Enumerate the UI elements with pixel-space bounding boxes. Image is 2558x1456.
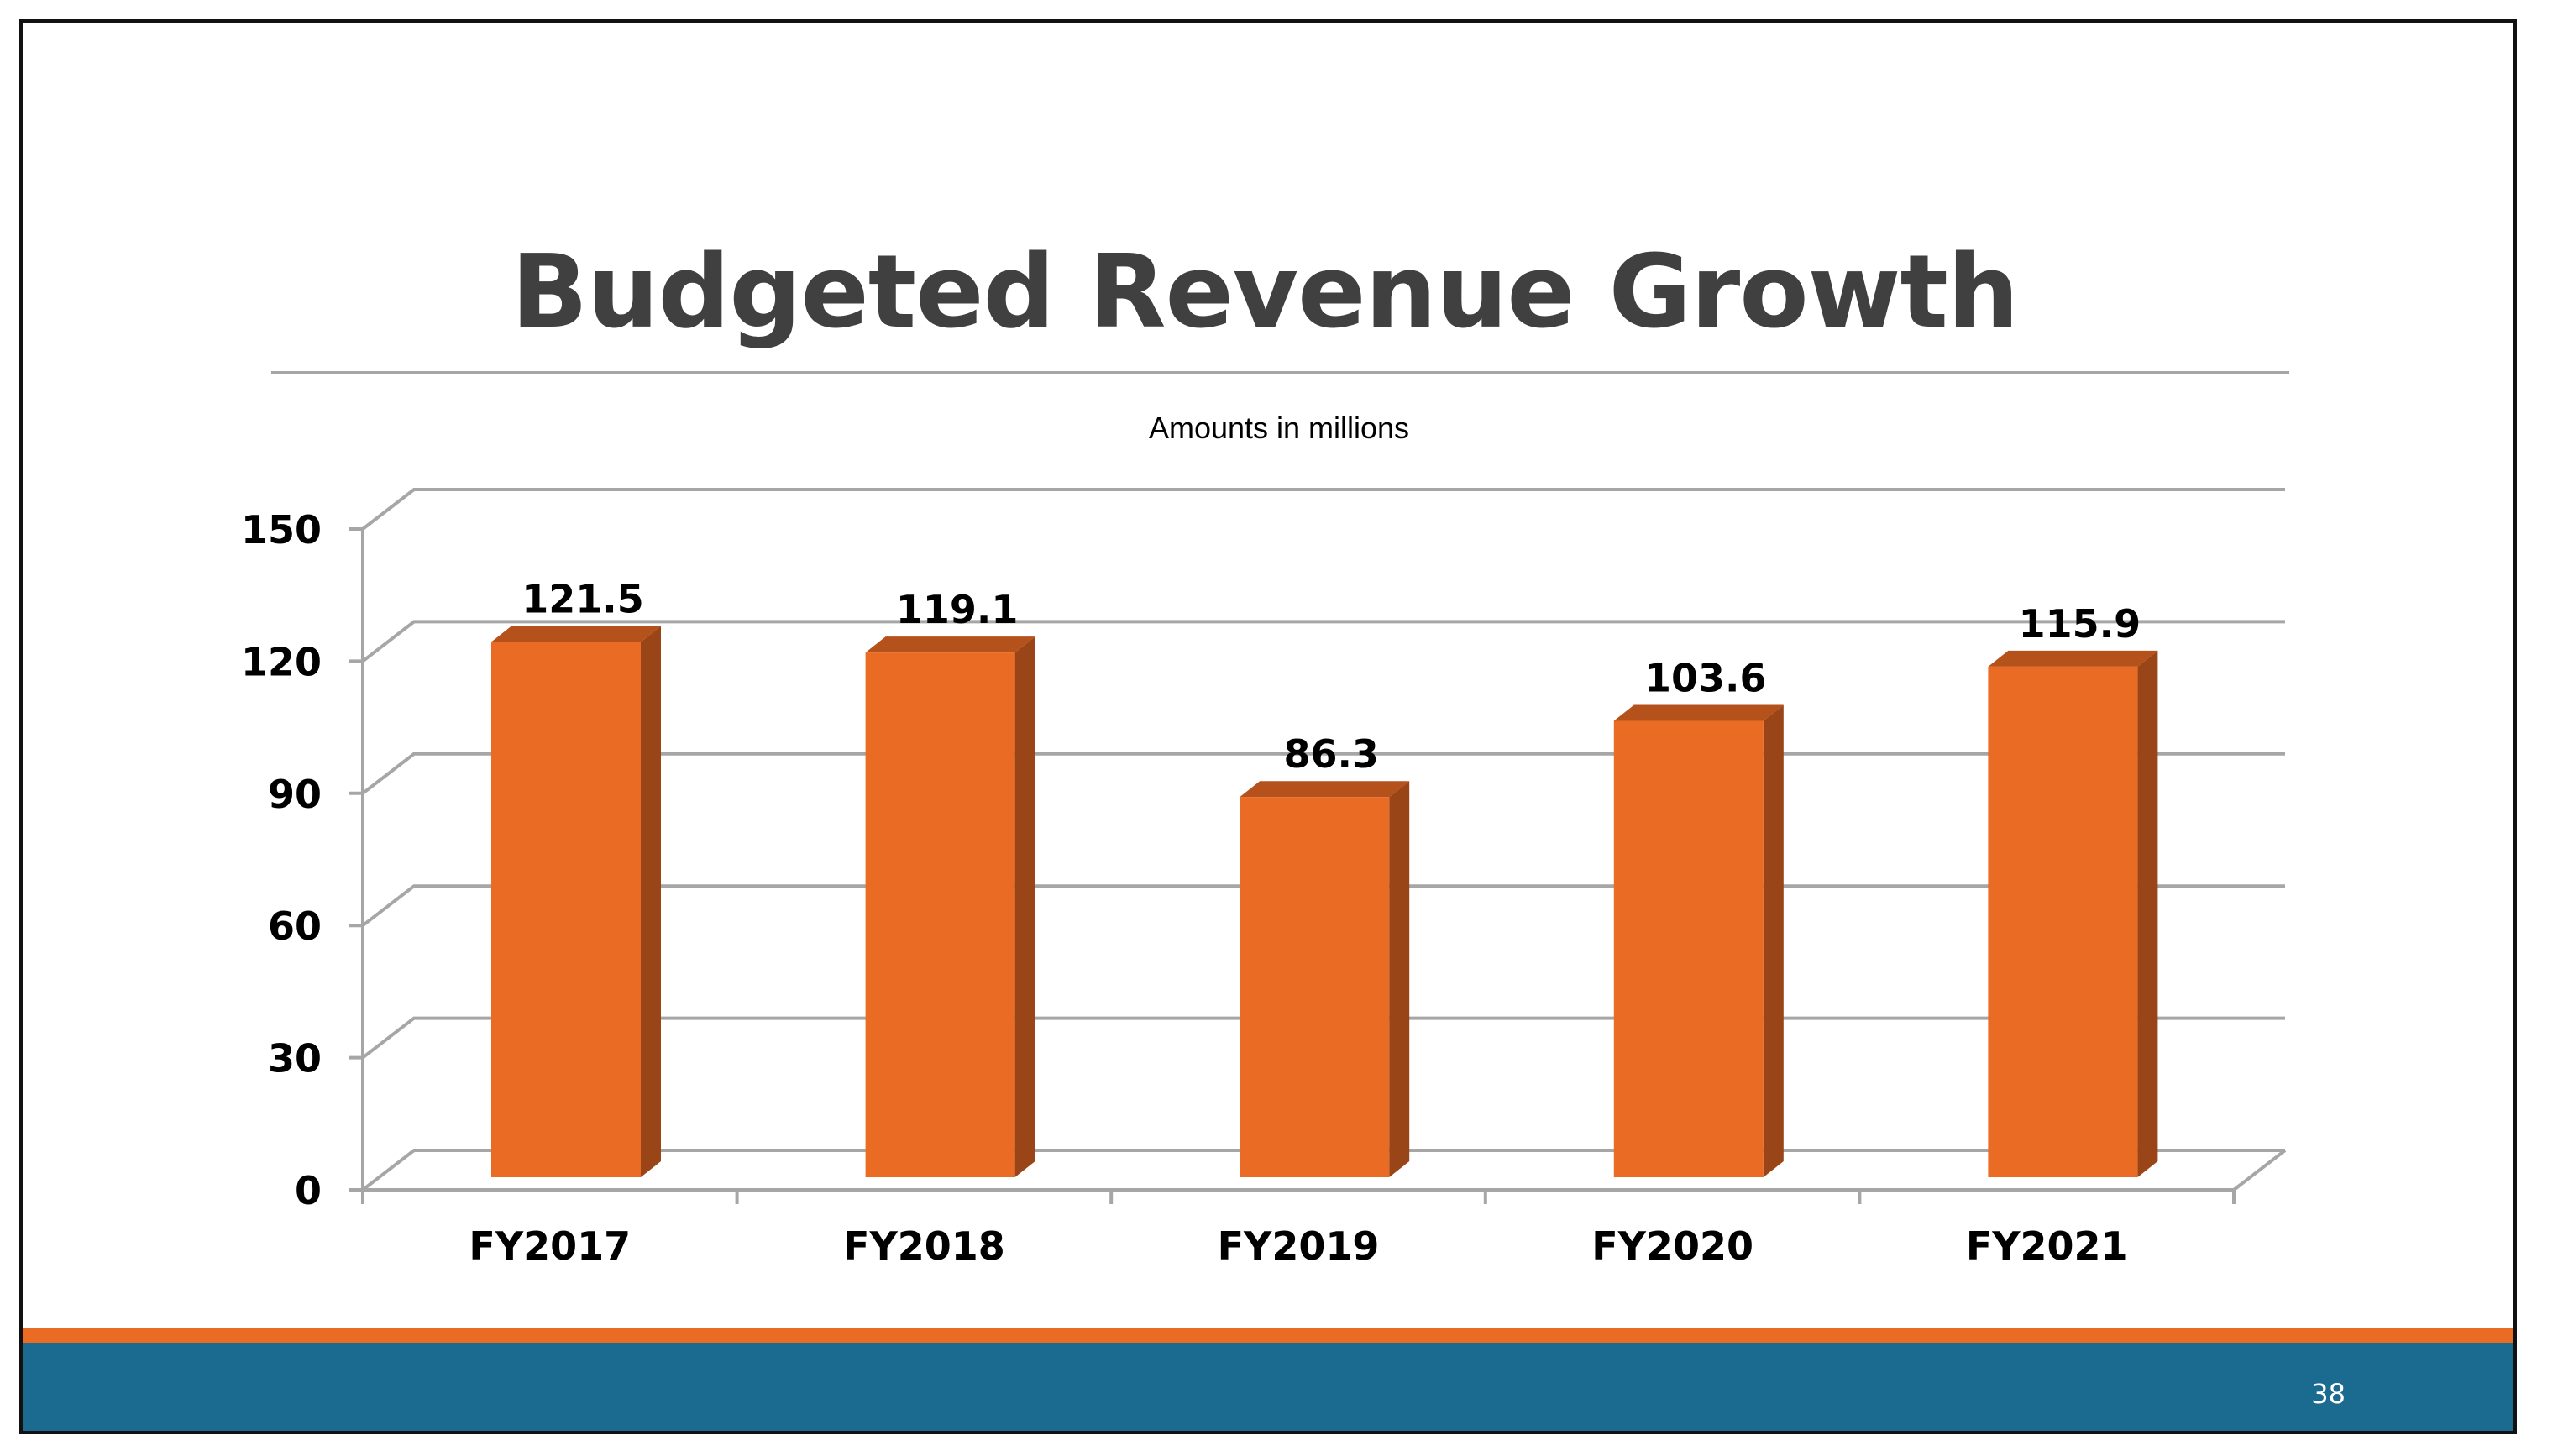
data-label: 119.1 (896, 587, 1019, 632)
y-tick-label: 30 (268, 1036, 322, 1082)
bar-top (491, 626, 661, 642)
bar-side (2137, 650, 2158, 1177)
bar-front (1240, 797, 1390, 1177)
x-tick-label: FY2021 (1966, 1223, 2128, 1269)
floor-right-edge (2232, 1149, 2287, 1192)
y-tick-label: 60 (268, 903, 322, 949)
data-labels: 121.5 119.1 86.3 103.6 115.9 (522, 577, 2141, 778)
gridline (361, 620, 2285, 663)
bar-side (1389, 781, 1410, 1177)
data-label: 121.5 (522, 577, 644, 622)
bars (491, 626, 2158, 1177)
title-divider (271, 371, 2289, 374)
bar-fy2017 (491, 626, 661, 1177)
data-label: 103.6 (1644, 655, 1767, 700)
bar-front (1613, 720, 1764, 1177)
bar-front (865, 652, 1015, 1177)
y-tick-label: 120 (241, 639, 322, 684)
revenue-bar-chart: Amounts in millions 0 30 60 90 120 150 FY2017 F… (241, 411, 2287, 1269)
data-label: 115.9 (2019, 601, 2141, 647)
x-tick-label: FY2020 (1591, 1223, 1753, 1269)
y-tick-label: 90 (268, 772, 322, 817)
bar-top (1240, 781, 1410, 798)
y-tick-label: 150 (241, 507, 322, 553)
chart-subtitle: Amounts in millions (1149, 411, 1409, 445)
bar-side (641, 626, 661, 1177)
x-tick-label: FY2018 (843, 1223, 1005, 1269)
footer-bar (23, 1343, 2513, 1431)
y-tick-label: 0 (295, 1168, 322, 1213)
gridline (361, 488, 2285, 531)
bar-top (1988, 650, 2158, 667)
bar-side (1763, 704, 1784, 1177)
slide: Budgeted Revenue Growth Amounts in milli… (19, 19, 2517, 1434)
data-label: 86.3 (1283, 731, 1379, 777)
bar-top (865, 636, 1035, 653)
slide-title: Budgeted Revenue Growth (511, 234, 2020, 351)
bar-fy2019 (1240, 781, 1410, 1177)
bar-front (491, 642, 641, 1177)
bar-side (1014, 636, 1035, 1177)
bar-fy2021 (1988, 650, 2158, 1177)
bar-fy2018 (865, 636, 1035, 1177)
bar-fy2020 (1613, 704, 1784, 1177)
bar-front (1988, 666, 2138, 1177)
bar-top (1613, 704, 1784, 721)
footer-accent-bar (23, 1328, 2513, 1343)
x-tick-label: FY2017 (469, 1223, 631, 1269)
axes: 0 30 60 90 120 150 FY2017 FY2018 FY2019 FY2020 FY2… (241, 507, 2287, 1269)
page-number: 38 (2311, 1378, 2346, 1410)
x-tick-label: FY2019 (1218, 1223, 1380, 1269)
